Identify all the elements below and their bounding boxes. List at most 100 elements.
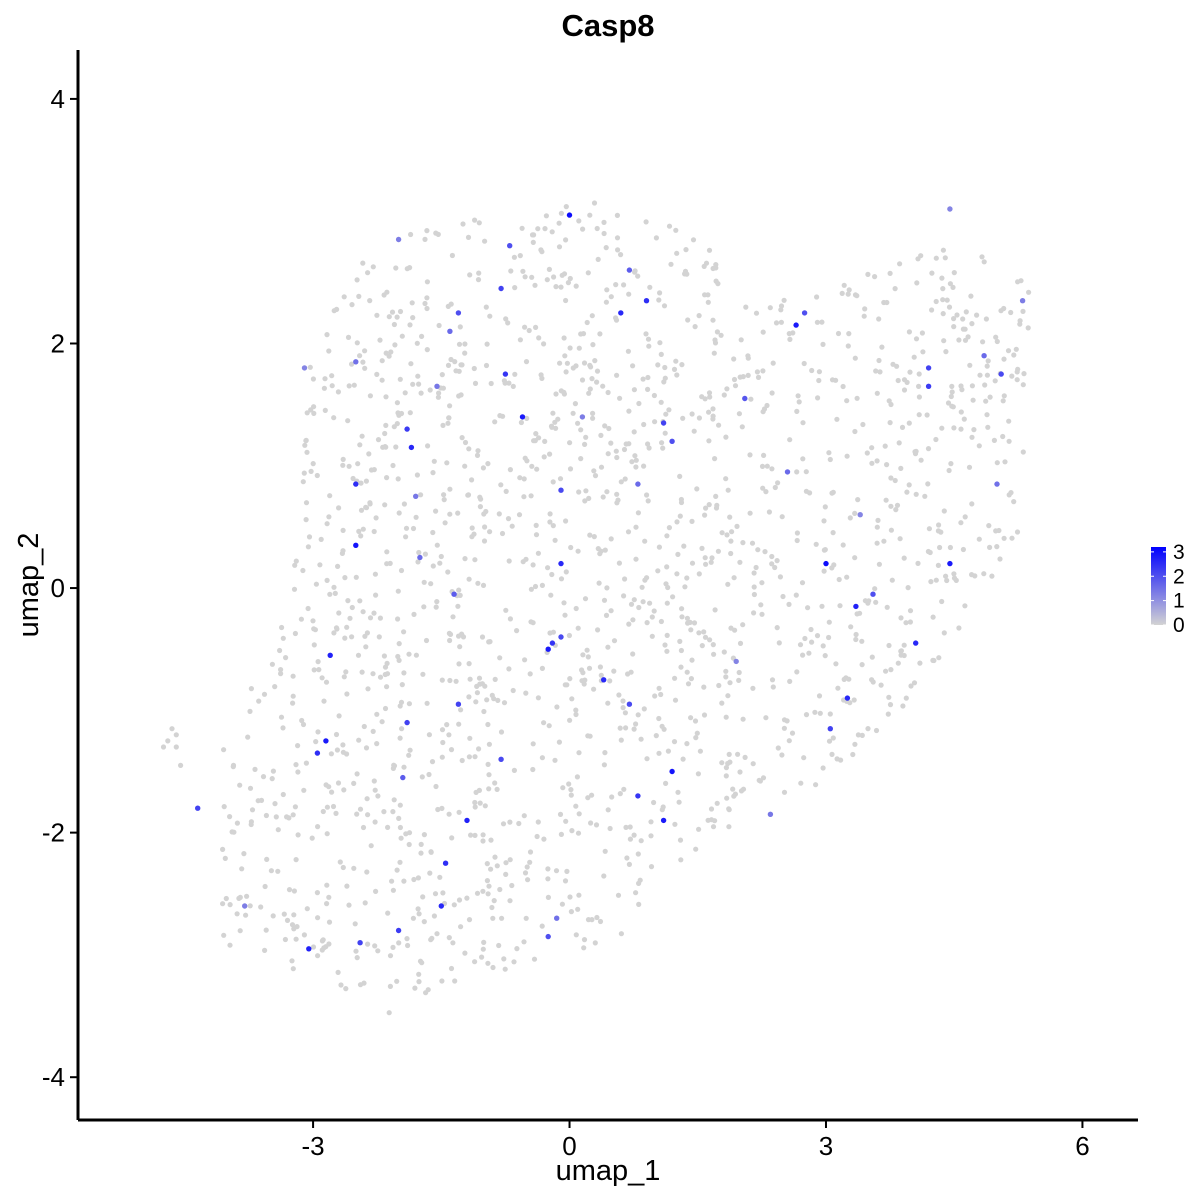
scatter-point	[529, 274, 535, 280]
scatter-point	[888, 503, 894, 509]
scatter-point	[636, 604, 642, 611]
scatter-point	[951, 425, 957, 431]
scatter-point	[702, 555, 708, 561]
scatter-point	[1014, 369, 1020, 375]
scatter-point	[529, 463, 535, 469]
scatter-point	[989, 573, 995, 579]
scatter-point	[930, 614, 936, 620]
scatter-point	[693, 846, 699, 852]
scatter-point	[564, 868, 570, 875]
scatter-point	[590, 342, 596, 348]
scatter-point	[869, 460, 875, 466]
scatter-point	[614, 235, 621, 241]
scatter-point	[801, 755, 807, 761]
scatter-point	[319, 947, 325, 953]
scatter-point	[943, 573, 949, 579]
scatter-point	[709, 555, 715, 561]
scatter-point	[469, 525, 475, 531]
scatter-point	[888, 475, 894, 481]
scatter-point	[640, 376, 646, 382]
x-tick-label: 6	[1075, 1131, 1089, 1161]
scatter-point	[419, 333, 425, 339]
scatter-point	[340, 462, 346, 468]
scatter-point	[507, 467, 513, 473]
scatter-point	[743, 304, 749, 310]
scatter-point	[582, 596, 589, 602]
scatter-point	[723, 765, 730, 771]
scatter-point	[480, 888, 486, 894]
scatter-point	[567, 275, 573, 282]
scatter-point	[340, 864, 346, 871]
scatter-point	[534, 833, 540, 840]
scatter-point	[799, 580, 806, 586]
scatter-point	[1025, 325, 1031, 331]
scatter-point	[528, 493, 534, 499]
scatter-point	[337, 859, 343, 865]
scatter-point	[234, 820, 240, 826]
scatter-point	[678, 857, 684, 863]
scatter-point	[573, 932, 579, 938]
scatter-point	[502, 380, 508, 386]
scatter-point	[557, 811, 564, 818]
scatter-point	[231, 829, 237, 835]
scatter-point	[458, 924, 464, 930]
scatter-point	[415, 875, 421, 881]
scatter-point	[729, 529, 735, 535]
scatter-point	[365, 686, 371, 692]
scatter-point	[448, 747, 455, 753]
y-tick-label: 0	[51, 573, 65, 603]
scatter-point	[826, 619, 832, 625]
scatter-point	[979, 254, 985, 260]
scatter-point	[330, 803, 337, 810]
scatter-point	[236, 895, 242, 902]
scatter-point	[692, 324, 698, 330]
scatter-point	[542, 226, 548, 232]
scatter-point	[882, 443, 888, 449]
scatter-point	[517, 337, 524, 343]
scatter-point	[377, 615, 383, 621]
scatter-point	[916, 394, 923, 400]
scatter-point	[1011, 352, 1017, 358]
scatter-point	[1001, 535, 1007, 541]
scatter-point	[596, 580, 602, 586]
scatter-point	[565, 280, 572, 286]
scatter-point	[930, 657, 936, 664]
scatter-point	[338, 982, 344, 988]
scatter-point	[315, 915, 321, 921]
scatter-point-expressing	[404, 426, 410, 432]
scatter-point	[539, 755, 546, 761]
scatter-point	[353, 948, 359, 954]
scatter-point	[310, 944, 317, 950]
scatter-point	[373, 888, 379, 895]
scatter-point	[497, 413, 503, 419]
scatter-point	[535, 550, 542, 556]
scatter-point	[485, 960, 491, 966]
x-tick-label: -3	[302, 1131, 325, 1161]
scatter-point	[780, 593, 786, 600]
scatter-point	[382, 502, 388, 508]
scatter-point	[854, 395, 860, 401]
scatter-point	[911, 354, 917, 360]
scatter-point	[657, 340, 663, 346]
scatter-point	[694, 730, 700, 736]
scatter-point	[573, 711, 579, 718]
scatter-point	[416, 911, 422, 917]
scatter-point	[770, 360, 776, 366]
scatter-point	[247, 785, 254, 791]
scatter-point	[300, 721, 307, 728]
scatter-point	[769, 390, 775, 396]
scatter-point	[331, 630, 337, 636]
scatter-point	[316, 667, 322, 673]
scatter-point	[243, 912, 249, 918]
scatter-point	[611, 638, 618, 644]
scatter-point	[256, 698, 262, 704]
scatter-point	[723, 674, 729, 680]
scatter-point	[814, 294, 820, 300]
scatter-point-expressing	[660, 420, 667, 426]
scatter-point	[391, 797, 397, 803]
scatter-point	[760, 485, 766, 491]
scatter-point	[944, 577, 950, 584]
scatter-point	[903, 695, 909, 701]
scatter-point	[616, 560, 623, 566]
scatter-point	[915, 256, 921, 262]
